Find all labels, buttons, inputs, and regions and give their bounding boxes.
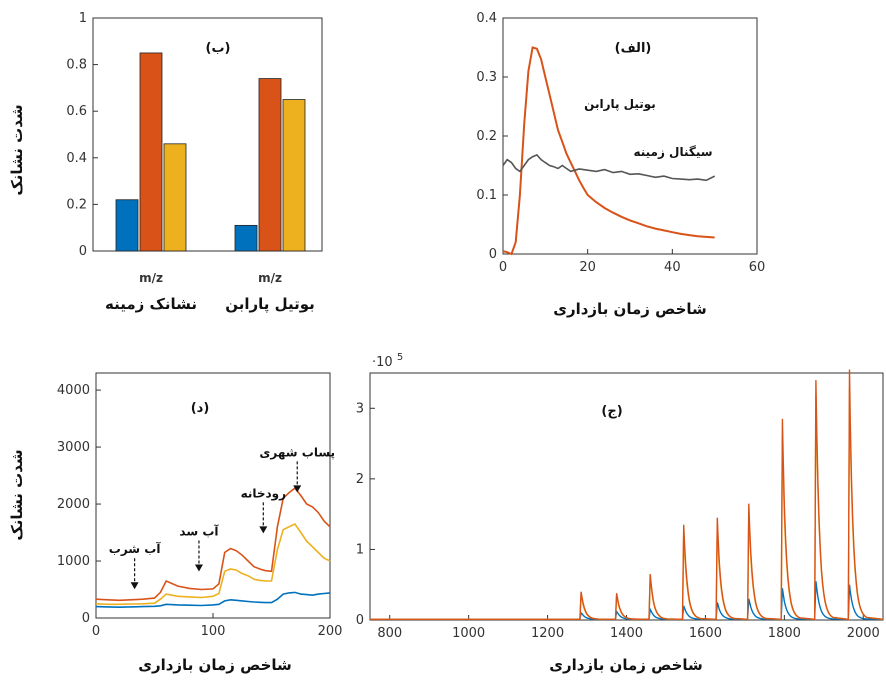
panel-dal-ytick-label-3: 3000 (57, 440, 90, 455)
panel-alef-ytick-label-3: 0.3 (476, 70, 497, 85)
panel-jim-xtick-label-6: 2000 (847, 626, 880, 641)
panel-dal-annotation-arrowhead-4 (293, 485, 302, 493)
panel-b-bar-g2-3 (282, 99, 306, 252)
panel-dal-y-axis-label: شدت نشانک (8, 449, 26, 540)
panel-alef-label: (الف) (615, 41, 652, 56)
panel-b-ytick-label-3: 0.6 (66, 104, 87, 119)
panel-b-bar-g1-1 (115, 199, 139, 252)
panel-b-label: (ب) (206, 41, 231, 56)
panel-b-bars (115, 52, 306, 252)
panel-b-bar-g1-3 (163, 143, 187, 252)
panel-jim-label: (ج) (601, 404, 622, 419)
panel-b-bar-g2-2 (258, 78, 282, 252)
panel-alef-x-axis-label: شاخص زمان بازداری (553, 300, 707, 318)
panel-dal-annotation-4: پساب شهری (259, 445, 335, 459)
panel-alef-ytick-label-0: 0 (489, 247, 497, 262)
panel-dal-line-chart: 0 1000 2000 3000 4000 0 100 200 (د) آب شرب آب سد… (8, 372, 343, 674)
panel-b-bar-g1-2 (139, 52, 163, 252)
panel-dal-series-1 (95, 486, 331, 602)
panel-jim-ytick-label-3: 3 (356, 401, 364, 416)
panel-b-ytick-label-1: 0.2 (66, 197, 87, 212)
panel-jim-xtick-label-0: 800 (377, 626, 402, 641)
panel-b-y-axis-label: شدت نشانک (8, 104, 26, 195)
panel-jim-series-orange (370, 369, 884, 621)
panel-b-ytick-label-2: 0.4 (66, 151, 87, 166)
panel-jim-xtick-label-4: 1600 (689, 626, 722, 641)
panel-jim-x-axis-label: شاخص زمان بازداری (549, 656, 703, 674)
panel-dal-annotation-arrowhead-1 (130, 582, 139, 590)
panel-alef-series-1-label: بوتیل پارابن (584, 97, 656, 112)
panel-dal-ticks: 0 1000 2000 3000 4000 0 100 200 (57, 383, 343, 639)
panel-dal-annotations: آب شرب آب سد رودخانه پساب شهری (109, 445, 335, 590)
panel-dal-xtick-label-2: 200 (318, 624, 343, 639)
panel-b-ytick-label-4: 0.8 (66, 58, 87, 73)
panel-alef-xtick-label-1: 20 (579, 260, 596, 275)
panel-dal-frame (95, 372, 331, 619)
panel-b-frame (92, 17, 323, 252)
panel-jim-xtick-label-2: 1200 (531, 626, 564, 641)
panel-b-group-2-tick: m/z (258, 271, 282, 285)
panel-dal-annotation-arrowhead-3 (259, 526, 268, 534)
panel-jim-ticks: 0 1 2 3 800 1000 1200 1400 1600 1800 2000 (356, 401, 880, 641)
panel-jim-xtick-label-3: 1400 (610, 626, 643, 641)
panel-dal-label: (د) (191, 401, 210, 416)
panel-jim-exponent-power: 5 (397, 352, 403, 363)
panel-dal-ytick-label-0: 0 (82, 611, 90, 626)
panel-dal-annotation-3: رودخانه (241, 486, 287, 501)
panel-alef-xtick-label-2: 40 (664, 260, 681, 275)
panel-alef-ytick-label-1: 0.1 (476, 188, 497, 203)
panel-b-bar-chart: 0 0.2 0.4 0.6 0.8 1 (ب) شدت نشانک m/z m/z نشا… (8, 11, 323, 314)
panel-jim-ytick-label-0: 0 (356, 613, 364, 628)
panel-alef-xtick-label-3: 60 (749, 260, 766, 275)
panel-dal-ytick-label-4: 4000 (57, 383, 90, 398)
panel-b-ytick-label-5: 1 (79, 11, 87, 26)
panel-alef-series-butylparaben (502, 46, 715, 256)
panel-dal-series-2 (95, 522, 331, 606)
panel-b-y-ticks: 0 0.2 0.4 0.6 0.8 1 (66, 11, 98, 259)
panel-alef-series-background (502, 153, 716, 182)
panel-b-group-1-label: نشانک زمینه (105, 295, 197, 313)
panel-jim-exponent-prefix: · (372, 355, 376, 370)
panel-jim-exponent-value: 10 (376, 355, 393, 370)
panel-dal-annotation-1: آب شرب (109, 541, 162, 556)
panel-dal-x-axis-label: شاخص زمان بازداری (138, 656, 292, 674)
panel-dal-annotation-arrowhead-2 (194, 564, 203, 572)
panel-dal-xtick-label-1: 100 (201, 624, 226, 639)
panel-jim-series-blue (370, 581, 884, 621)
panel-alef-ticks: 0 0.1 0.2 0.3 0.4 0 20 40 60 (476, 11, 765, 275)
panel-dal-annotation-2: آب سد (179, 524, 219, 539)
panel-b-group-2-label: بوتیل پارابن (225, 295, 315, 314)
panel-alef-xtick-label-0: 0 (499, 260, 507, 275)
panel-dal-xtick-label-0: 0 (92, 624, 100, 639)
panel-dal-ytick-label-2: 2000 (57, 497, 90, 512)
panel-dal-series-3 (95, 591, 331, 609)
panel-alef-ytick-label-2: 0.2 (476, 129, 497, 144)
panel-b-ytick-label-0: 0 (79, 244, 87, 259)
panel-b-bar-g2-1 (234, 224, 258, 252)
panel-jim-xtick-label-1: 1000 (452, 626, 485, 641)
panel-jim-ytick-label-2: 2 (356, 472, 364, 487)
panel-jim-line-chart: 0 1 2 3 800 1000 1200 1400 1600 1800 2000 (ج) ·10 … (356, 352, 884, 674)
panel-jim-ytick-label-1: 1 (356, 542, 364, 557)
panel-jim-xtick-label-5: 1800 (768, 626, 801, 641)
panel-b-group-1-tick: m/z (139, 271, 163, 285)
panel-alef-ytick-label-4: 0.4 (476, 11, 497, 26)
panel-jim-series-yellow (370, 387, 884, 621)
panel-alef-line-chart: 00.10.20.30.40 20 40 60 (الف) بوتیل پارابن … (476, 11, 765, 318)
panel-jim-frame (369, 372, 884, 621)
panel-dal-ytick-label-1: 1000 (57, 554, 90, 569)
panel-alef-series-2-label: سیگنال زمینه (633, 145, 712, 159)
panel-jim-exponent: ·10 5 (372, 352, 403, 370)
